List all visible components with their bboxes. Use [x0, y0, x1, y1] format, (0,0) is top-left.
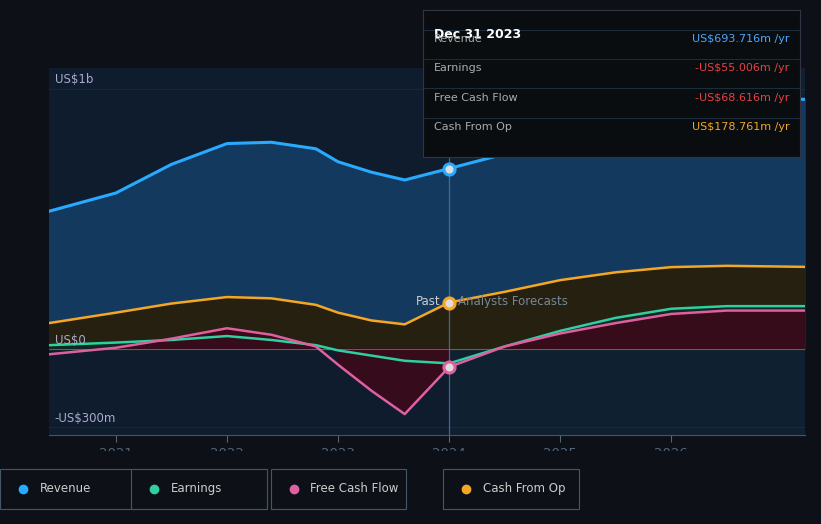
FancyBboxPatch shape [0, 469, 135, 509]
Text: -US$300m: -US$300m [55, 411, 117, 424]
FancyBboxPatch shape [131, 469, 267, 509]
Text: Dec 31 2023: Dec 31 2023 [434, 28, 521, 41]
Text: Free Cash Flow: Free Cash Flow [310, 482, 399, 495]
Text: -US$55.006m /yr: -US$55.006m /yr [695, 63, 789, 73]
Text: Cash From Op: Cash From Op [434, 122, 512, 132]
Text: Earnings: Earnings [171, 482, 222, 495]
Text: US$178.761m /yr: US$178.761m /yr [691, 122, 789, 132]
Text: Revenue: Revenue [434, 34, 483, 44]
Text: Revenue: Revenue [39, 482, 91, 495]
Text: Cash From Op: Cash From Op [483, 482, 565, 495]
Text: US$0: US$0 [55, 334, 85, 347]
Text: Earnings: Earnings [434, 63, 483, 73]
Text: US$1b: US$1b [55, 73, 94, 86]
FancyBboxPatch shape [271, 469, 406, 509]
Text: US$693.716m /yr: US$693.716m /yr [691, 34, 789, 44]
Text: Free Cash Flow: Free Cash Flow [434, 93, 518, 103]
Text: Analysts Forecasts: Analysts Forecasts [458, 295, 568, 308]
Bar [449, 68, 805, 435]
Text: Past: Past [415, 295, 440, 308]
FancyBboxPatch shape [443, 469, 579, 509]
Text: -US$68.616m /yr: -US$68.616m /yr [695, 93, 789, 103]
Bar [49, 68, 449, 435]
